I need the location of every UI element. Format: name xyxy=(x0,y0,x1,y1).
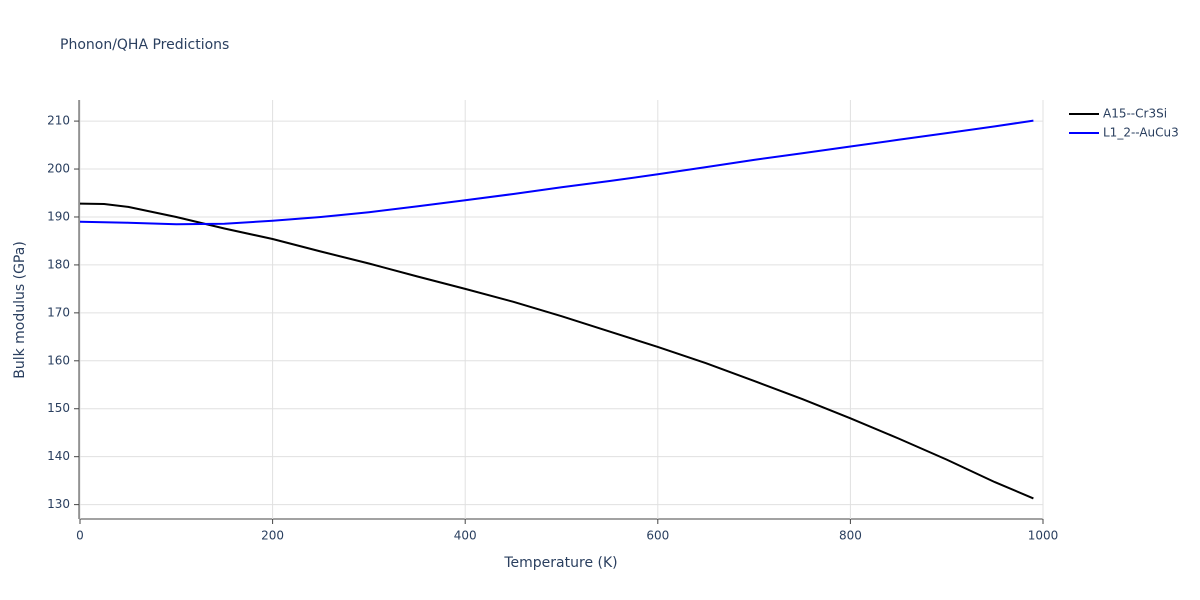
chart-title: Phonon/QHA Predictions xyxy=(60,37,229,53)
series-line xyxy=(79,119,1034,226)
y-tick-label: 140 xyxy=(47,449,70,463)
legend-label: A15--Cr3Si xyxy=(1103,107,1167,121)
y-tick-label: 200 xyxy=(47,162,70,176)
x-tick-label: 600 xyxy=(646,529,669,543)
x-tick-label: 400 xyxy=(454,529,477,543)
x-tick-label: 1000 xyxy=(1028,529,1059,543)
x-axis-title: Temperature (K) xyxy=(503,555,617,571)
x-tick-label: 200 xyxy=(261,529,284,543)
y-tick-label: 210 xyxy=(47,114,70,128)
y-tick-label: 180 xyxy=(47,257,70,271)
y-tick-label: 150 xyxy=(47,401,70,415)
y-axis-title: Bulk modulus (GPa) xyxy=(12,241,28,379)
x-tick-label: 800 xyxy=(839,529,862,543)
y-tick-label: 130 xyxy=(47,497,70,511)
series-line xyxy=(79,202,1034,500)
y-tick-label: 160 xyxy=(47,353,70,367)
y-tick-label: 170 xyxy=(47,305,70,319)
y-tick-label: 190 xyxy=(47,209,70,223)
x-tick-label: 0 xyxy=(76,529,84,543)
legend-label: L1_2--AuCu3 xyxy=(1103,126,1179,140)
